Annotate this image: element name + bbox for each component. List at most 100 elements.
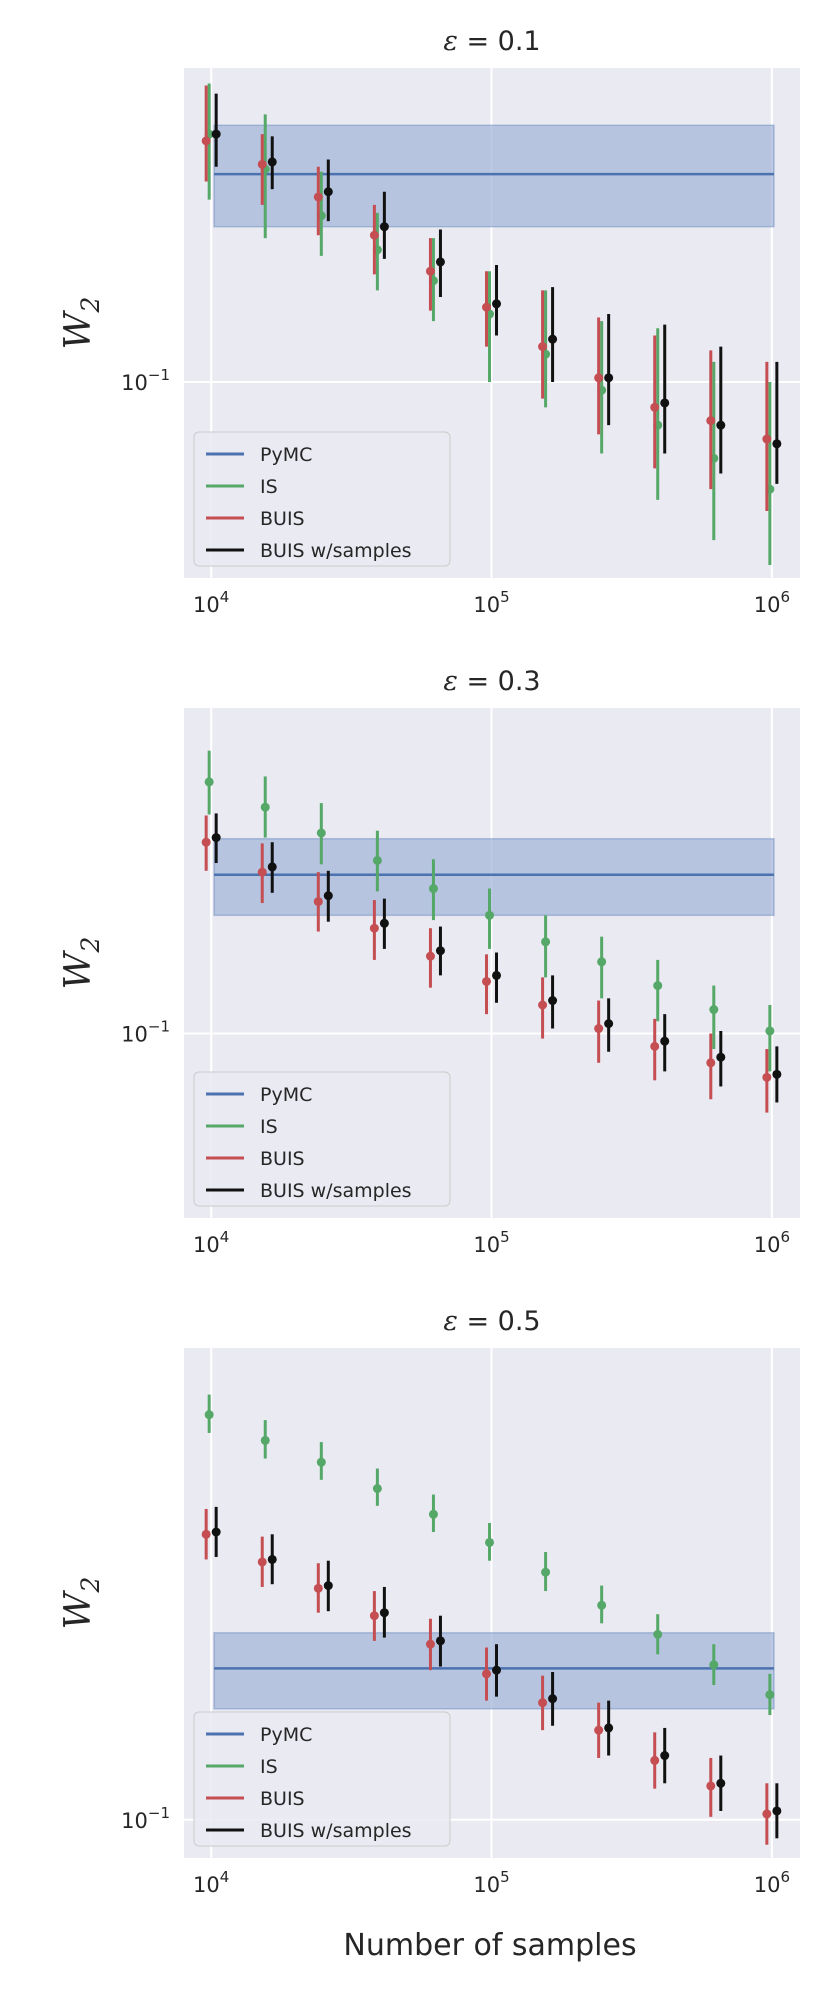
is-point (597, 957, 607, 967)
buis-w-samples-point (716, 1778, 726, 1788)
buis-point (594, 373, 604, 383)
buis-w-samples-point (492, 1665, 502, 1675)
buis-point (762, 1809, 772, 1819)
is-point (765, 1026, 775, 1036)
y-axis-label: W2 (58, 297, 105, 350)
buis-w-samples-point (211, 129, 221, 139)
buis-w-samples-point (492, 299, 502, 309)
x-axis-label: Number of samples (343, 1928, 636, 1963)
is-point (597, 1600, 607, 1610)
is-point (316, 1457, 326, 1467)
legend: PyMC IS BUIS BUIS w/samples (193, 1711, 451, 1847)
buis-point (425, 951, 435, 961)
buis-w-samples-point (660, 1751, 670, 1761)
x-tick-label: 106 (754, 1868, 790, 1897)
buis-point (313, 1583, 323, 1593)
legend-label-is: IS (260, 476, 278, 498)
x-tick-label: 105 (473, 1868, 509, 1897)
is-point (316, 828, 326, 838)
buis-w-samples-point (435, 1636, 445, 1646)
chart-panel-1: 104 105 106 10−1 ε = 0.1 W2 PyMC IS BUIS BUIS w/s… (58, 26, 800, 617)
legend-label-buis-w-samples: BUIS w/samples (260, 1180, 412, 1202)
buis-point (201, 136, 211, 146)
buis-point (369, 923, 379, 933)
y-tick-label: 10−1 (121, 366, 170, 395)
buis-w-samples-point (548, 1694, 558, 1704)
is-point (541, 1567, 551, 1577)
legend-label-pymc: PyMC (260, 1724, 312, 1746)
is-point (709, 1660, 719, 1670)
buis-w-samples-point (548, 334, 558, 344)
buis-w-samples-point (604, 373, 614, 383)
buis-w-samples-point (435, 946, 445, 956)
legend: PyMC IS BUIS BUIS w/samples (193, 1071, 451, 1207)
buis-w-samples-point (660, 1036, 670, 1046)
buis-point (369, 230, 379, 240)
chart-title: ε = 0.5 (443, 1306, 540, 1337)
buis-point (538, 1698, 548, 1708)
legend-box (193, 1711, 451, 1847)
buis-w-samples-point (435, 257, 445, 267)
buis-point (425, 266, 435, 276)
is-point (653, 1629, 663, 1639)
buis-w-samples-point (267, 157, 277, 167)
buis-w-samples-point (772, 439, 782, 449)
buis-w-samples-point (323, 187, 333, 197)
chart-title: ε = 0.1 (443, 26, 540, 57)
chart-title: ε = 0.3 (443, 666, 540, 697)
buis-w-samples-point (772, 1806, 782, 1816)
buis-w-samples-point (716, 1052, 726, 1062)
legend-label-pymc: PyMC (260, 444, 312, 466)
is-point (428, 884, 438, 894)
buis-w-samples-point (323, 891, 333, 901)
y-tick-label: 10−1 (121, 1804, 170, 1833)
buis-w-samples-point (379, 1608, 389, 1618)
y-tick-label: 10−1 (121, 1017, 170, 1046)
legend-label-buis-w-samples: BUIS w/samples (260, 1820, 412, 1842)
legend-label-buis: BUIS (260, 1148, 305, 1170)
buis-point (257, 867, 267, 877)
is-point (204, 1410, 214, 1420)
is-point (428, 1509, 438, 1519)
legend: PyMC IS BUIS BUIS w/samples (193, 431, 451, 567)
buis-point (425, 1639, 435, 1649)
buis-point (650, 402, 660, 412)
buis-point (482, 976, 492, 986)
buis-point (762, 434, 772, 444)
buis-w-samples-point (492, 970, 502, 980)
pymc-confidence-band (213, 124, 775, 228)
buis-w-samples-point (211, 833, 221, 843)
buis-w-samples-point (660, 398, 670, 408)
buis-w-samples-point (772, 1069, 782, 1079)
buis-point (538, 342, 548, 352)
buis-point (762, 1072, 772, 1082)
buis-w-samples-point (267, 1554, 277, 1564)
pymc-confidence-band (213, 837, 775, 917)
is-point (765, 1690, 775, 1700)
buis-point (313, 192, 323, 202)
x-tick-label: 105 (473, 588, 509, 617)
is-point (485, 910, 495, 920)
chart-panel-2: 104 105 106 10−1 ε = 0.3 W2 PyMC IS BUIS BUIS w/s… (58, 666, 800, 1257)
is-point (653, 981, 663, 991)
legend-label-buis: BUIS (260, 1788, 305, 1810)
chart-panel-3: 104 105 106 10−1 ε = 0.5 W2 PyMC IS BUIS BUIS w/s… (58, 1306, 800, 1897)
is-point (260, 802, 270, 812)
legend-label-pymc: PyMC (260, 1084, 312, 1106)
is-point (485, 1537, 495, 1547)
legend-label-buis-w-samples: BUIS w/samples (260, 540, 412, 562)
legend-box (193, 1071, 451, 1207)
buis-point (650, 1755, 660, 1765)
x-tick-label: 105 (473, 1228, 509, 1257)
buis-w-samples-point (267, 862, 277, 872)
x-tick-label: 106 (754, 1228, 790, 1257)
is-point (709, 1005, 719, 1015)
buis-point (201, 1529, 211, 1539)
x-tick-label: 104 (193, 588, 229, 617)
legend-box (193, 431, 451, 567)
buis-point (201, 837, 211, 847)
y-axis-label: W2 (58, 1577, 105, 1630)
buis-w-samples-point (716, 420, 726, 430)
legend-label-is: IS (260, 1756, 278, 1778)
